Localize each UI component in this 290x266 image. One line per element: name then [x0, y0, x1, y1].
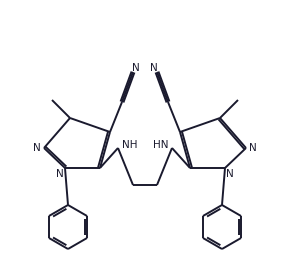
Text: N: N [132, 63, 140, 73]
Text: N: N [56, 169, 64, 179]
Text: HN: HN [153, 140, 168, 150]
Text: N: N [249, 143, 257, 153]
Text: N: N [150, 63, 158, 73]
Text: NH: NH [122, 140, 137, 150]
Text: N: N [226, 169, 234, 179]
Text: N: N [33, 143, 41, 153]
